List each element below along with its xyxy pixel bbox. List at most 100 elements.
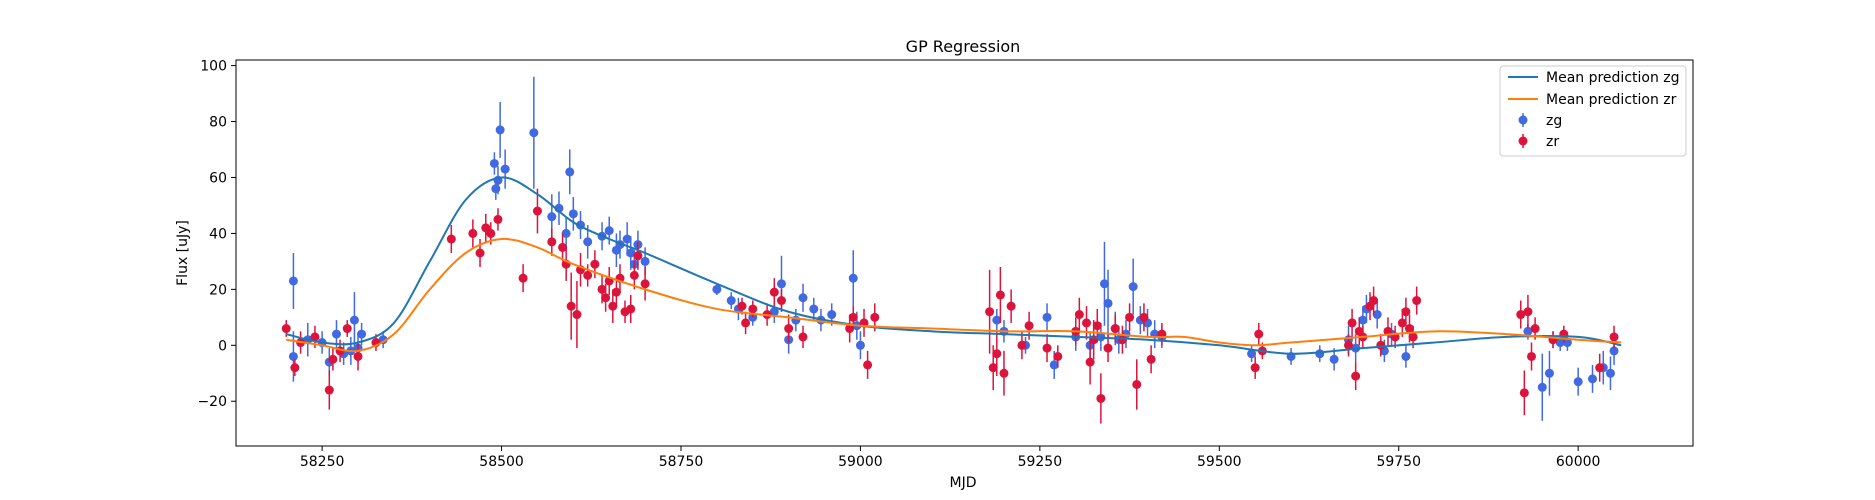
data-point-zg	[769, 307, 779, 317]
y-tick-label: 40	[209, 226, 227, 242]
data-point-zg	[583, 237, 593, 247]
data-point-zg	[1358, 315, 1368, 325]
data-point-zr	[1125, 312, 1135, 322]
data-point-zr	[590, 259, 600, 269]
data-point-zg	[604, 226, 614, 236]
data-point-zg	[776, 279, 786, 289]
data-point-zr	[1017, 340, 1027, 350]
data-point-zg	[848, 273, 858, 283]
data-point-zg	[288, 351, 298, 361]
legend-label-zr-prediction: Mean prediction zr	[1546, 92, 1677, 108]
data-point-zr	[446, 234, 456, 244]
legend-dot-zg	[1518, 115, 1528, 125]
y-tick-label: 80	[209, 115, 227, 131]
data-point-zg	[992, 315, 1002, 325]
data-point-zr	[1530, 324, 1540, 334]
data-point-zg	[726, 296, 736, 306]
data-point-zr	[1082, 318, 1092, 328]
x-tick-label: 59250	[1018, 454, 1063, 470]
x-tick-label: 58250	[300, 454, 345, 470]
x-tick-label: 60000	[1556, 454, 1601, 470]
data-point-zr	[486, 228, 496, 238]
data-point-zg	[1544, 368, 1554, 378]
prediction-line-zg	[286, 176, 1622, 355]
data-point-zg	[622, 234, 632, 244]
y-axis-label: Flux [uJy]	[175, 220, 191, 286]
data-point-zr	[626, 304, 636, 314]
data-point-zg	[1588, 374, 1598, 384]
data-point-zg	[827, 310, 837, 320]
data-point-zg	[1247, 349, 1257, 359]
data-point-zr	[633, 251, 643, 261]
data-point-zr	[1523, 307, 1533, 317]
legend-frame	[1499, 65, 1687, 157]
data-point-zr	[1527, 351, 1537, 361]
data-point-zr	[547, 237, 557, 247]
data-point-zr	[1343, 340, 1353, 350]
y-axis: −20 0 20 40 60 80 100	[197, 59, 236, 410]
data-point-zg	[547, 212, 557, 222]
data-point-zr	[1074, 310, 1084, 320]
data-point-zg	[809, 304, 819, 314]
legend: Mean prediction zg Mean prediction zr zg…	[1499, 65, 1687, 157]
data-point-zr	[611, 287, 621, 297]
legend-label-zg-prediction: Mean prediction zg	[1546, 70, 1680, 86]
data-point-zr	[1595, 363, 1605, 373]
data-point-zr	[566, 301, 576, 311]
data-point-zg	[561, 228, 571, 238]
data-point-zr	[1347, 318, 1357, 328]
prediction-line-zr	[286, 237, 1622, 353]
data-point-zr	[342, 324, 352, 334]
data-point-zg	[798, 293, 808, 303]
data-point-zg	[1555, 338, 1565, 348]
data-point-zr	[798, 332, 808, 342]
data-point-zr	[737, 301, 747, 311]
data-point-zg	[855, 340, 865, 350]
data-point-zr	[1369, 296, 1379, 306]
x-axis-label: MJD	[950, 475, 977, 491]
data-point-zr	[1096, 393, 1106, 403]
data-point-zr	[1024, 321, 1034, 331]
data-point-zr	[324, 385, 334, 395]
data-point-zr	[597, 284, 607, 294]
data-point-zg	[1537, 382, 1547, 392]
data-point-zr	[848, 312, 858, 322]
data-point-zr	[748, 304, 758, 314]
x-tick-label: 58500	[479, 454, 524, 470]
data-point-zr	[629, 270, 639, 280]
data-point-zr	[995, 290, 1005, 300]
data-point-zr	[475, 248, 485, 258]
data-point-zr	[863, 360, 873, 370]
data-point-zg	[712, 284, 722, 294]
legend-marker-zg	[1518, 113, 1528, 127]
data-point-zg	[1315, 349, 1325, 359]
data-point-zr	[1408, 332, 1418, 342]
x-tick-label: 59750	[1376, 454, 1421, 470]
data-point-zr	[1053, 351, 1063, 361]
y-tick-label: 0	[218, 338, 227, 354]
data-point-zr	[558, 242, 568, 252]
data-point-zr	[870, 312, 880, 322]
data-point-zr	[290, 363, 300, 373]
data-point-zr	[1103, 343, 1113, 353]
data-point-zr	[328, 354, 338, 364]
chart-title: GP Regression	[906, 37, 1021, 56]
data-point-zg	[1099, 279, 1109, 289]
data-point-zg	[565, 167, 575, 177]
y-tick-label: 20	[209, 282, 227, 298]
data-point-zr	[468, 228, 478, 238]
data-point-zg	[626, 248, 636, 258]
data-point-zg	[1401, 351, 1411, 361]
data-point-zr	[1110, 324, 1120, 334]
y-tick-label: 60	[209, 170, 227, 186]
x-tick-label: 58750	[659, 454, 704, 470]
data-point-zg	[640, 256, 650, 266]
data-point-zg	[1329, 354, 1339, 364]
data-point-zr	[1401, 307, 1411, 317]
data-point-zg	[1103, 298, 1113, 308]
x-tick-label: 59500	[1197, 454, 1242, 470]
data-point-zr	[1376, 340, 1386, 350]
data-point-zr	[845, 324, 855, 334]
data-point-zg	[1372, 310, 1382, 320]
